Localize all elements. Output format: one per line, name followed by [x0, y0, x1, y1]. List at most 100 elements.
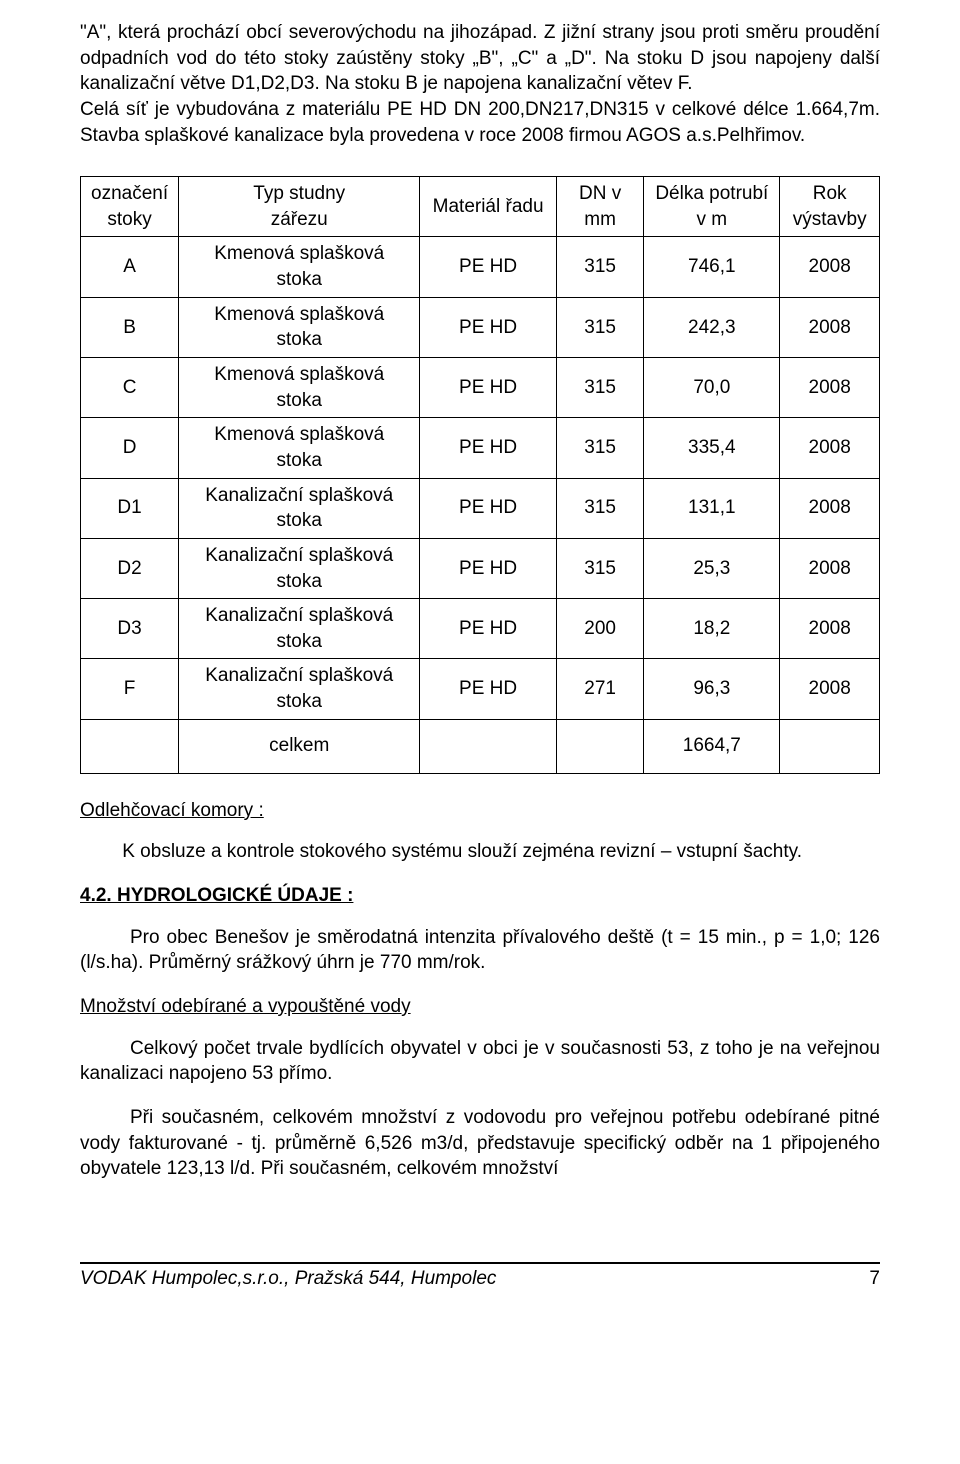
- cell-material: PE HD: [420, 358, 557, 418]
- cell-oznaceni: D2: [81, 538, 179, 598]
- cell-material: PE HD: [420, 538, 557, 598]
- cell-total-value: 1664,7: [644, 719, 780, 773]
- cell-typ-l1: Kanalizační splašková: [205, 545, 393, 566]
- th-dn-l1: DN v: [579, 183, 621, 204]
- cell-delka: 131,1: [644, 478, 780, 538]
- cell-material: PE HD: [420, 599, 557, 659]
- cell-oznaceni: F: [81, 659, 179, 719]
- cell-typ: Kanalizační splašková stoka: [179, 659, 420, 719]
- table-row: D Kmenová splašková stoka PE HD 315 335,…: [81, 418, 880, 478]
- cell-typ-l2: stoka: [277, 329, 322, 350]
- cell-typ-l1: Kmenová splašková: [214, 304, 384, 325]
- cell-delka: 746,1: [644, 237, 780, 297]
- mnozstvi-p1: Celkový počet trvale bydlících obyvatel …: [80, 1036, 880, 1087]
- cell-rok: 2008: [780, 358, 880, 418]
- th-typ-l1: Typ studny: [253, 183, 345, 204]
- cell-typ: Kanalizační splašková stoka: [179, 478, 420, 538]
- odlehcovaci-heading: Odlehčovací komory :: [80, 798, 880, 824]
- cell-typ-l2: stoka: [277, 390, 322, 411]
- cell-material: PE HD: [420, 297, 557, 357]
- odlehcovaci-text: K obsluze a kontrole stokového systému s…: [80, 839, 880, 865]
- cell-typ-l2: stoka: [277, 450, 322, 471]
- mnozstvi-p2: Při současném, celkovém množství z vodov…: [80, 1105, 880, 1182]
- cell-material: PE HD: [420, 659, 557, 719]
- footer-page-number: 7: [869, 1266, 880, 1292]
- th-rok-l2: výstavby: [793, 209, 867, 230]
- mnozstvi-heading: Množství odebírané a vypouštěné vody: [80, 994, 880, 1020]
- document-page: "A", která prochází obcí severovýchodu n…: [0, 0, 960, 1321]
- th-dn-l2: mm: [584, 209, 616, 230]
- cell-empty: [81, 719, 179, 773]
- odlehcovaci-text-span: K obsluze a kontrole stokového systému s…: [122, 841, 802, 862]
- table-row: F Kanalizační splašková stoka PE HD 271 …: [81, 659, 880, 719]
- table-header-row: označení stoky Typ studny zářezu Materiá…: [81, 177, 880, 237]
- cell-typ: Kmenová splašková stoka: [179, 418, 420, 478]
- th-material: Materiál řadu: [420, 177, 557, 237]
- intro-text-2: Celá síť je vybudována z materiálu PE HD…: [80, 99, 880, 146]
- intro-text-1: "A", která prochází obcí severovýchodu n…: [80, 22, 880, 94]
- cell-typ-l1: Kmenová splašková: [214, 243, 384, 264]
- th-delka-l1: Délka potrubí: [655, 183, 768, 204]
- cell-typ-l1: Kmenová splašková: [214, 424, 384, 445]
- cell-typ-l1: Kanalizační splašková: [205, 485, 393, 506]
- cell-rok: 2008: [780, 297, 880, 357]
- cell-dn: 200: [556, 599, 643, 659]
- cell-typ-l2: stoka: [277, 691, 322, 712]
- th-material-l1: Materiál řadu: [433, 196, 544, 217]
- cell-typ: Kmenová splašková stoka: [179, 358, 420, 418]
- table-row: D3 Kanalizační splašková stoka PE HD 200…: [81, 599, 880, 659]
- cell-rok: 2008: [780, 599, 880, 659]
- cell-delka: 70,0: [644, 358, 780, 418]
- cell-oznaceni: D3: [81, 599, 179, 659]
- cell-typ: Kanalizační splašková stoka: [179, 538, 420, 598]
- cell-rok: 2008: [780, 538, 880, 598]
- cell-typ-l1: Kanalizační splašková: [205, 665, 393, 686]
- footer-text: VODAK Humpolec,s.r.o., Pražská 544, Hump…: [80, 1266, 496, 1292]
- cell-rok: 2008: [780, 237, 880, 297]
- cell-oznaceni: C: [81, 358, 179, 418]
- cell-typ-l2: stoka: [277, 571, 322, 592]
- th-typ-l2: zářezu: [271, 209, 328, 230]
- cell-typ-l2: stoka: [277, 631, 322, 652]
- cell-material: PE HD: [420, 478, 557, 538]
- table-row: A Kmenová splašková stoka PE HD 315 746,…: [81, 237, 880, 297]
- cell-typ: Kanalizační splašková stoka: [179, 599, 420, 659]
- table-total-row: celkem 1664,7: [81, 719, 880, 773]
- cell-empty: [420, 719, 557, 773]
- hydro-heading: 4.2. HYDROLOGICKÉ ÚDAJE :: [80, 883, 880, 909]
- cell-typ: Kmenová splašková stoka: [179, 237, 420, 297]
- th-dn: DN v mm: [556, 177, 643, 237]
- th-rok-l1: Rok: [813, 183, 847, 204]
- table-row: C Kmenová splašková stoka PE HD 315 70,0…: [81, 358, 880, 418]
- cell-typ: Kmenová splašková stoka: [179, 297, 420, 357]
- cell-delka: 25,3: [644, 538, 780, 598]
- cell-material: PE HD: [420, 418, 557, 478]
- cell-typ-l2: stoka: [277, 269, 322, 290]
- th-delka-l2: v m: [697, 209, 728, 230]
- cell-typ-l2: stoka: [277, 510, 322, 531]
- cell-typ-l1: Kmenová splašková: [214, 364, 384, 385]
- cell-dn: 315: [556, 418, 643, 478]
- cell-rok: 2008: [780, 478, 880, 538]
- cell-dn: 315: [556, 297, 643, 357]
- th-oznaceni-l1: označení: [91, 183, 168, 204]
- th-oznaceni: označení stoky: [81, 177, 179, 237]
- footer-divider: [80, 1262, 880, 1264]
- th-rok: Rok výstavby: [780, 177, 880, 237]
- sewer-table: označení stoky Typ studny zářezu Materiá…: [80, 176, 880, 774]
- cell-oznaceni: A: [81, 237, 179, 297]
- th-typ: Typ studny zářezu: [179, 177, 420, 237]
- cell-total-label: celkem: [179, 719, 420, 773]
- cell-oznaceni: D: [81, 418, 179, 478]
- cell-empty: [556, 719, 643, 773]
- cell-dn: 315: [556, 358, 643, 418]
- cell-delka: 242,3: [644, 297, 780, 357]
- cell-delka: 335,4: [644, 418, 780, 478]
- table-row: D2 Kanalizační splašková stoka PE HD 315…: [81, 538, 880, 598]
- cell-oznaceni: D1: [81, 478, 179, 538]
- cell-dn: 315: [556, 538, 643, 598]
- cell-delka: 96,3: [644, 659, 780, 719]
- cell-rok: 2008: [780, 418, 880, 478]
- cell-rok: 2008: [780, 659, 880, 719]
- footer: VODAK Humpolec,s.r.o., Pražská 544, Hump…: [80, 1266, 880, 1292]
